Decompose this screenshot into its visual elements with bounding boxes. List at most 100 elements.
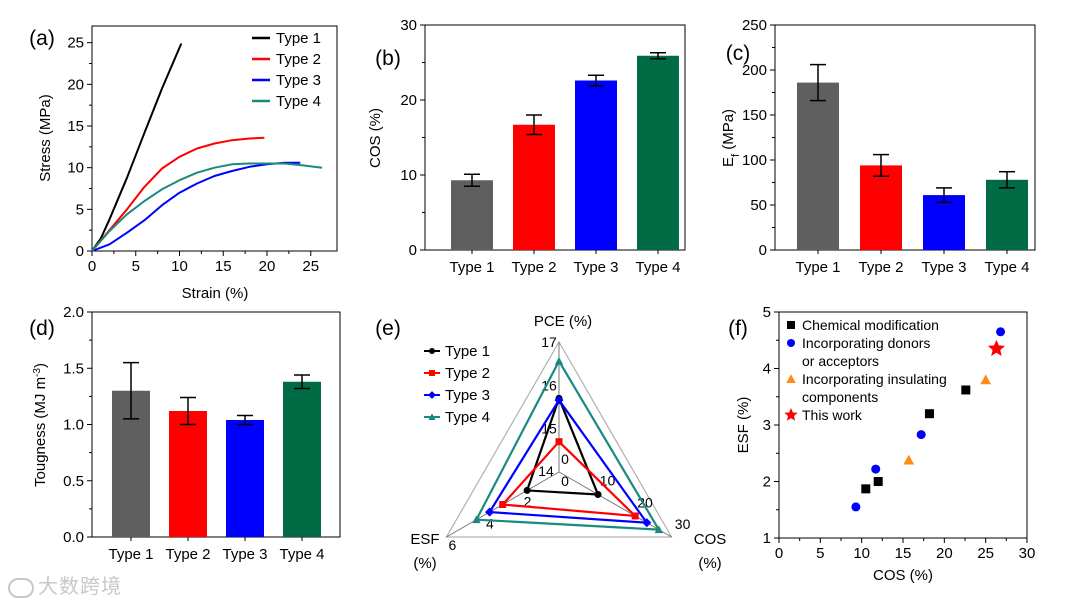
panel-label-f: (f) [728, 317, 748, 340]
legend-marker [787, 339, 795, 347]
radar-tick-label: 0 [561, 473, 569, 489]
x-tick-label: Type 3 [573, 259, 618, 276]
radar-tick-label: 2 [524, 494, 532, 510]
bar-type-1 [451, 180, 493, 250]
series-line-type-2 [91, 136, 265, 252]
bar-type-2 [513, 124, 555, 250]
legend-marker [428, 413, 436, 420]
radar-series-type-4 [474, 358, 661, 531]
y-tick-label: 2.0 [63, 304, 84, 321]
panel-label-e: (e) [375, 317, 401, 340]
legend-label: components [802, 389, 878, 405]
y-tick-label: 0.0 [63, 529, 84, 546]
bar-type-4 [637, 55, 679, 250]
legend-label: Type 1 [445, 343, 490, 360]
legend-marker [786, 374, 796, 383]
x-tick-label: Type 2 [511, 259, 556, 276]
scatter-point [871, 464, 881, 474]
x-tick-label: Type 2 [858, 259, 903, 276]
x-tick-label: 15 [215, 258, 232, 275]
bar-type-2 [169, 411, 207, 537]
bar-type-2 [860, 165, 902, 250]
y-axis-label-part: (MPa) [720, 109, 737, 154]
series-line-type-4 [91, 162, 323, 252]
watermark-logo-icon [8, 577, 34, 598]
x-tick-label: 20 [936, 545, 953, 562]
y-tick-label: 200 [742, 62, 767, 79]
radar-axis-title-pce: PCE (%) [534, 313, 592, 330]
radar-tick-label: 17 [541, 334, 557, 350]
legend-marker [428, 391, 436, 399]
x-tick-label: 5 [132, 258, 140, 275]
radar-axis-title-esf: ESF [410, 531, 439, 548]
legend-label: Incorporating donors [802, 335, 930, 351]
x-tick-label: Type 3 [222, 546, 267, 563]
y-tick-label: 25 [67, 35, 84, 52]
y-axis-label-part: Tougness (MJ m [32, 377, 49, 487]
radar-tick-label: 0 [561, 451, 569, 467]
y-tick-label: 10 [67, 160, 84, 177]
legend-label: Type 3 [276, 72, 321, 89]
scatter-point [861, 484, 871, 494]
scatter-point [980, 374, 992, 385]
y-axis-label: Ef (MPa) [720, 109, 742, 167]
y-tick-label: 250 [742, 17, 767, 34]
y-tick-label: 5 [763, 304, 771, 321]
x-tick-label: 25 [977, 545, 994, 562]
x-tick-label: Type 1 [449, 259, 494, 276]
y-tick-label: 15 [67, 118, 84, 135]
y-tick-label: 1 [763, 530, 771, 547]
legend-label: Type 2 [276, 51, 321, 68]
radar-axis-title-esf-unit: (%) [413, 555, 436, 572]
x-tick-label: 0 [88, 258, 96, 275]
radar-axis-title-cos-unit: (%) [698, 555, 721, 572]
x-axis-label: Strain (%) [182, 285, 249, 302]
radar-point [554, 395, 564, 405]
radar-point [642, 518, 652, 528]
radar-series-type-2 [500, 440, 639, 518]
y-axis-label: COS (%) [367, 108, 384, 168]
scatter-point [851, 502, 861, 512]
legend-label: Chemical modification [802, 317, 939, 333]
legend-label: Type 4 [276, 93, 321, 110]
x-tick-label: 25 [302, 258, 319, 275]
bar-type-4 [986, 179, 1028, 250]
bar-type-3 [575, 80, 617, 250]
y-tick-label: 1.5 [63, 360, 84, 377]
y-tick-label: 1.0 [63, 417, 84, 434]
legend-label: or acceptors [802, 353, 879, 369]
x-tick-label: 5 [816, 545, 824, 562]
legend-label: Type 2 [445, 365, 490, 382]
scatter-point [924, 409, 934, 419]
radar-point [654, 525, 664, 534]
x-tick-label: Type 4 [635, 259, 680, 276]
y-tick-label: 30 [400, 17, 417, 34]
y-axis-label: Tougness (MJ m-3) [32, 363, 50, 487]
radar-point [499, 501, 507, 508]
scatter-point [996, 327, 1006, 337]
y-tick-label: 2 [763, 474, 771, 491]
x-tick-label: 10 [171, 258, 188, 275]
y-axis-label-part: -3 [32, 368, 43, 377]
x-tick-label: 30 [1019, 545, 1036, 562]
radar-point [555, 438, 563, 446]
y-axis-label-part: E [720, 157, 737, 167]
panel-label-a: (a) [29, 27, 55, 50]
y-axis-label-part: Stress (MPa) [37, 94, 54, 182]
x-tick-label: 10 [853, 545, 870, 562]
y-tick-label: 50 [750, 197, 767, 214]
y-tick-label: 0.5 [63, 473, 84, 490]
y-tick-label: 5 [76, 201, 84, 218]
y-axis-label-part: COS (%) [367, 108, 384, 168]
y-tick-label: 3 [763, 417, 771, 434]
radar-point [554, 356, 564, 365]
radar-tick-label: 4 [486, 515, 494, 531]
legend-label: Type 1 [276, 30, 321, 47]
series-line-type-1 [91, 43, 183, 252]
panel-label: (d) [29, 317, 55, 340]
y-axis-label: Stress (MPa) [37, 94, 54, 182]
y-tick-label: 0 [759, 242, 767, 259]
scatter-point [916, 430, 926, 440]
x-tick-label: 15 [895, 545, 912, 562]
